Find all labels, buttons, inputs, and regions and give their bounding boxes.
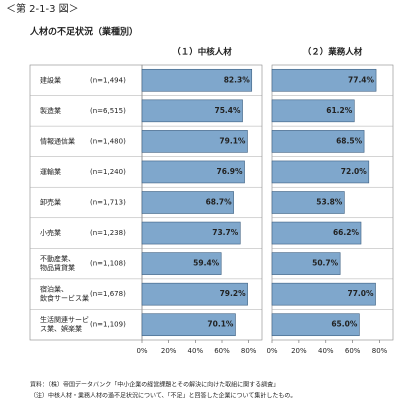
sample-size: (n=1,494) <box>90 76 126 84</box>
bar <box>271 160 370 184</box>
x-tick-label: 20% <box>161 347 177 355</box>
category-label: 不動産業、物品賃貸業 <box>40 254 75 272</box>
bar <box>141 99 243 123</box>
value-label: 59.4% <box>193 259 220 268</box>
category-label: 卸売業 <box>40 198 61 207</box>
footnote: （注）中核人材・業務人材の過不足状況について、「不足」と回答した企業について集計… <box>30 392 296 400</box>
bar <box>271 99 355 123</box>
value-label: 76.9% <box>217 167 244 176</box>
value-label: 72.0% <box>341 167 368 176</box>
value-label: 73.7% <box>212 228 239 237</box>
sample-size: (n=1,480) <box>90 137 126 145</box>
sample-size: (n=1,713) <box>90 199 126 207</box>
x-tick-label: 80% <box>372 347 388 355</box>
source-note: 資料：（株）帝国データバンク「中小企業の経営課題とその解決に向けた取組に関する調… <box>30 381 279 389</box>
value-label: 50.7% <box>312 259 339 268</box>
x-tick-label: 40% <box>188 347 204 355</box>
value-label: 66.2% <box>333 228 360 237</box>
value-label: 79.2% <box>220 289 247 298</box>
x-tick-label: 80% <box>241 347 257 355</box>
x-tick-label: 60% <box>214 347 230 355</box>
bar <box>141 252 222 275</box>
sample-size: (n=6,515) <box>90 107 126 115</box>
bar <box>271 68 377 92</box>
x-tick-label: 40% <box>318 347 334 355</box>
panel-title: （２）業務人材 <box>303 47 363 58</box>
x-tick-label: 0% <box>136 347 147 355</box>
x-tick-label: 0% <box>266 347 277 355</box>
bar <box>141 221 241 245</box>
chart-title: 人材の不足状況（業種別） <box>29 26 138 38</box>
bar <box>141 130 248 153</box>
category-label: 生活関連サービス業、娯楽業 <box>40 315 89 333</box>
sample-size: (n=1,678) <box>90 290 126 298</box>
value-label: 68.7% <box>206 198 233 207</box>
sample-size: (n=1,108) <box>90 260 126 268</box>
category-label: 小売業 <box>40 228 61 237</box>
value-label: 79.1% <box>219 136 246 145</box>
bar <box>271 191 345 214</box>
value-label: 77.4% <box>348 75 375 84</box>
bar <box>141 68 253 92</box>
value-label: 53.8% <box>316 198 343 207</box>
bar <box>141 160 245 184</box>
sample-size: (n=1,109) <box>90 321 126 329</box>
value-label: 75.4% <box>215 106 242 115</box>
x-tick-label: 20% <box>291 347 307 355</box>
value-label: 61.2% <box>326 106 353 115</box>
category-label: 運輸業 <box>40 167 61 176</box>
bar <box>141 313 236 337</box>
value-label: 65.0% <box>331 320 358 329</box>
category-label: 建設業 <box>40 75 61 84</box>
value-label: 77.0% <box>347 289 374 298</box>
value-label: 70.1% <box>207 320 234 329</box>
value-label: 68.5% <box>336 136 363 145</box>
sample-size: (n=1,240) <box>90 168 126 176</box>
category-label: 情報通信業 <box>40 136 75 145</box>
bar <box>271 313 360 337</box>
bar <box>141 191 234 214</box>
bar <box>271 130 365 153</box>
bar <box>271 282 376 306</box>
bar <box>271 252 341 275</box>
bar <box>141 282 248 306</box>
category-label: 製造業 <box>40 106 61 115</box>
category-label: 宿泊業、飲食サービス業 <box>40 285 89 303</box>
bar <box>271 221 362 245</box>
panel-title: （１）中核人材 <box>172 47 232 58</box>
x-tick-label: 60% <box>345 347 361 355</box>
sample-size: (n=1,238) <box>90 229 126 237</box>
figure-number: ＜第 2-1-3 図＞ <box>6 2 79 15</box>
value-label: 82.3% <box>224 75 251 84</box>
